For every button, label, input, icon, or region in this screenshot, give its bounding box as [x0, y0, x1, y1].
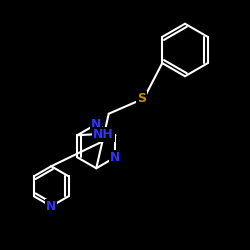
Text: N: N — [110, 151, 120, 164]
Text: S: S — [137, 92, 146, 105]
Text: NH: NH — [93, 128, 114, 140]
Text: N: N — [46, 200, 56, 213]
Text: N: N — [91, 118, 102, 131]
